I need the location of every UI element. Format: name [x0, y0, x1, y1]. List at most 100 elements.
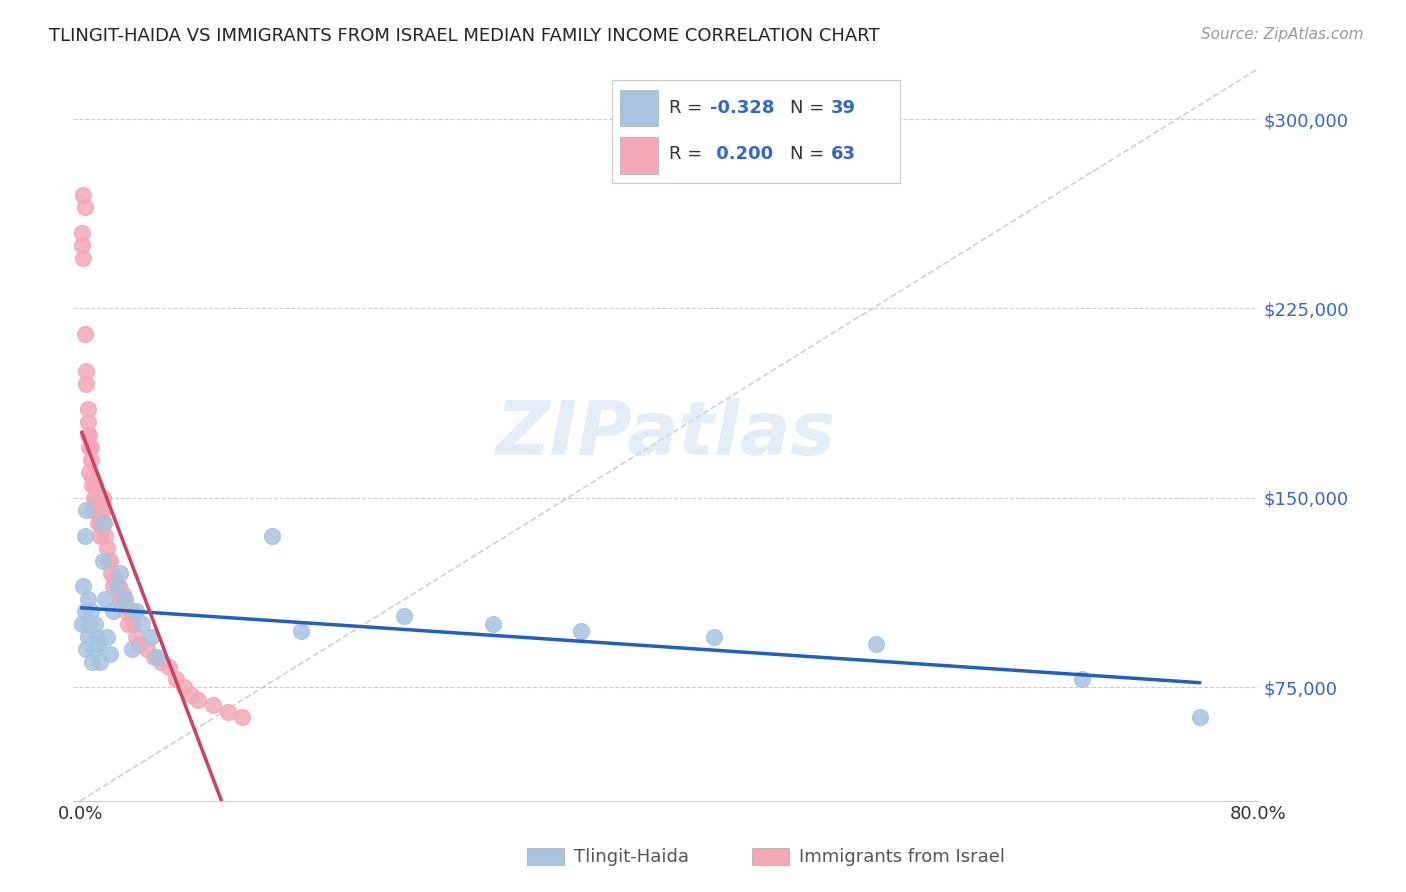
Point: [96, 541, 118, 556]
Point: [201, 698, 224, 712]
Point: [79, 427, 101, 442]
Point: [180, 688, 202, 702]
Text: Source: ZipAtlas.com: Source: ZipAtlas.com: [1201, 27, 1364, 42]
Point: [70, 226, 93, 240]
Text: Tlingit-Haida: Tlingit-Haida: [574, 848, 689, 866]
Point: [76, 630, 98, 644]
Point: [125, 604, 148, 618]
Point: [290, 624, 312, 639]
Point: [97, 554, 120, 568]
Point: [72, 187, 94, 202]
Point: [89, 516, 111, 530]
Point: [75, 377, 97, 392]
Text: 63: 63: [831, 145, 856, 163]
Point: [80, 604, 103, 618]
Text: N =: N =: [790, 145, 831, 163]
Point: [103, 572, 125, 586]
Point: [84, 616, 107, 631]
Point: [100, 566, 122, 581]
Point: [260, 528, 283, 542]
Point: [187, 692, 209, 706]
Point: [93, 516, 115, 530]
Point: [70, 616, 93, 631]
Point: [87, 503, 110, 517]
Point: [76, 402, 98, 417]
Point: [150, 655, 173, 669]
Bar: [620, 136, 658, 174]
Text: R =: R =: [669, 145, 709, 163]
Point: [73, 528, 96, 542]
Bar: [620, 89, 658, 127]
Point: [82, 655, 104, 669]
Point: [72, 579, 94, 593]
Point: [1070, 673, 1092, 687]
Point: [98, 647, 121, 661]
Point: [122, 616, 145, 631]
Point: [75, 503, 97, 517]
Text: R =: R =: [669, 99, 709, 117]
Point: [143, 649, 166, 664]
Point: [139, 630, 162, 644]
Point: [76, 591, 98, 606]
Text: Immigrants from Israel: Immigrants from Israel: [799, 848, 1005, 866]
Point: [394, 609, 416, 624]
Point: [703, 630, 725, 644]
Point: [128, 637, 150, 651]
Text: -0.328: -0.328: [710, 99, 775, 117]
Point: [72, 251, 94, 265]
Point: [98, 554, 121, 568]
Point: [101, 604, 124, 618]
Point: [865, 637, 887, 651]
Point: [89, 528, 111, 542]
Point: [79, 466, 101, 480]
Point: [82, 470, 104, 484]
Point: [83, 478, 105, 492]
Point: [110, 591, 132, 606]
Point: [131, 616, 153, 631]
Point: [94, 528, 117, 542]
Point: [90, 503, 112, 517]
Point: [83, 642, 105, 657]
Point: [135, 642, 157, 657]
Point: [76, 427, 98, 442]
Point: [75, 364, 97, 378]
Point: [86, 503, 108, 517]
Point: [105, 579, 128, 593]
Point: [146, 649, 169, 664]
Point: [73, 326, 96, 341]
Point: [91, 503, 114, 517]
Point: [84, 478, 107, 492]
Point: [86, 491, 108, 505]
Point: [217, 706, 239, 720]
Point: [112, 586, 135, 600]
Text: 0.200: 0.200: [710, 145, 773, 163]
Point: [173, 680, 195, 694]
Point: [107, 579, 129, 593]
Point: [96, 630, 118, 644]
Point: [481, 616, 503, 631]
Point: [86, 630, 108, 644]
Point: [80, 440, 103, 454]
Point: [114, 597, 136, 611]
Point: [165, 673, 187, 687]
Point: [91, 491, 114, 505]
Point: [83, 491, 105, 505]
Point: [1188, 710, 1211, 724]
Point: [89, 655, 111, 669]
Point: [91, 516, 114, 530]
Point: [73, 604, 96, 618]
Point: [111, 597, 134, 611]
Point: [101, 579, 124, 593]
Point: [75, 642, 97, 657]
Point: [76, 415, 98, 429]
Text: ZIPatlas: ZIPatlas: [496, 398, 835, 471]
Point: [94, 591, 117, 606]
Point: [84, 496, 107, 510]
Point: [82, 503, 104, 517]
Text: TLINGIT-HAIDA VS IMMIGRANTS FROM ISRAEL MEDIAN FAMILY INCOME CORRELATION CHART: TLINGIT-HAIDA VS IMMIGRANTS FROM ISRAEL …: [49, 27, 880, 45]
Point: [110, 566, 132, 581]
Point: [79, 616, 101, 631]
Point: [70, 238, 93, 252]
Point: [120, 604, 142, 618]
Text: 39: 39: [831, 99, 856, 117]
